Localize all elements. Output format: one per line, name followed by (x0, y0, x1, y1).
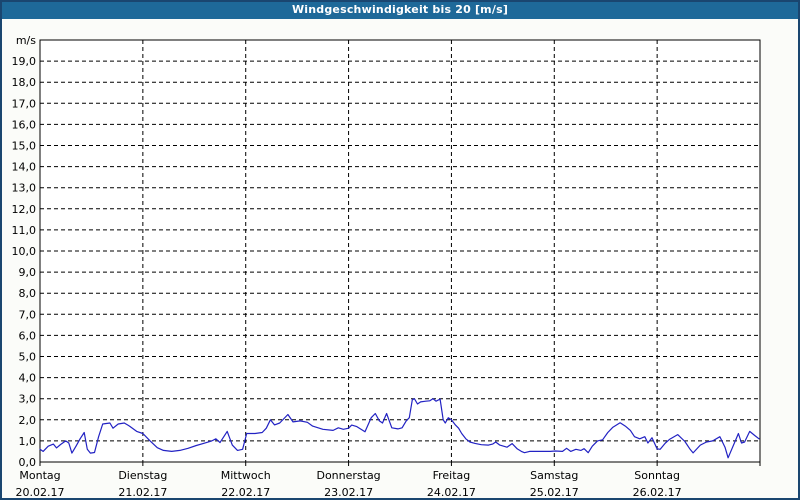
y-axis-tick-label: 7,0 (19, 308, 37, 321)
y-axis-tick-label: 11,0 (12, 224, 37, 237)
x-axis-day-label: Dienstag (118, 469, 167, 482)
x-axis-day-label: Freitag (433, 469, 471, 482)
x-axis-day-label: Mittwoch (221, 469, 271, 482)
y-axis-tick-label: 17,0 (12, 97, 37, 110)
y-axis-tick-label: 5,0 (19, 351, 37, 364)
y-axis-tick-label: 18,0 (12, 76, 37, 89)
plot-border (39, 39, 761, 463)
y-axis-tick-label: 2,0 (19, 414, 37, 427)
y-axis-tick-label: 9,0 (19, 266, 37, 279)
x-axis-day-label: Samstag (530, 469, 578, 482)
y-axis-tick-label: 16,0 (12, 118, 37, 131)
y-axis-tick-label: 12,0 (12, 203, 37, 216)
y-axis-tick-label: 3,0 (19, 393, 37, 406)
x-axis-day-label: Montag (19, 469, 60, 482)
x-axis-date-label: 22.02.17 (221, 486, 270, 499)
y-axis-tick-label: 6,0 (19, 329, 37, 342)
y-axis-tick-label: 13,0 (12, 182, 37, 195)
y-axis-tick-label: 1,0 (19, 435, 37, 448)
y-axis-tick-label: 15,0 (12, 140, 37, 153)
x-axis-date-label: 23.02.17 (324, 486, 373, 499)
chart-title-bar: Windgeschwindigkeit bis 20 [m/s] (0, 0, 800, 19)
y-axis-tick-label: 14,0 (12, 161, 37, 174)
x-axis-day-label: Sonntag (634, 469, 680, 482)
y-axis-tick-label: 4,0 (19, 372, 37, 385)
y-axis-tick-label: 8,0 (19, 287, 37, 300)
chart-title: Windgeschwindigkeit bis 20 [m/s] (291, 3, 509, 16)
x-axis-date-label: 25.02.17 (530, 486, 579, 499)
x-axis-day-label: Donnerstag (316, 469, 380, 482)
x-axis-date-label: 24.02.17 (427, 486, 476, 499)
x-axis-date-label: 21.02.17 (118, 486, 167, 499)
x-axis-date-label: 26.02.17 (633, 486, 682, 499)
x-axis-date-label: 20.02.17 (16, 486, 65, 499)
y-axis-tick-label: 0,0 (19, 456, 37, 469)
y-axis-unit-label: m/s (16, 34, 36, 47)
y-axis-tick-label: 19,0 (12, 55, 37, 68)
wind-speed-line (39, 398, 760, 459)
y-axis-tick-label: 10,0 (12, 245, 37, 258)
